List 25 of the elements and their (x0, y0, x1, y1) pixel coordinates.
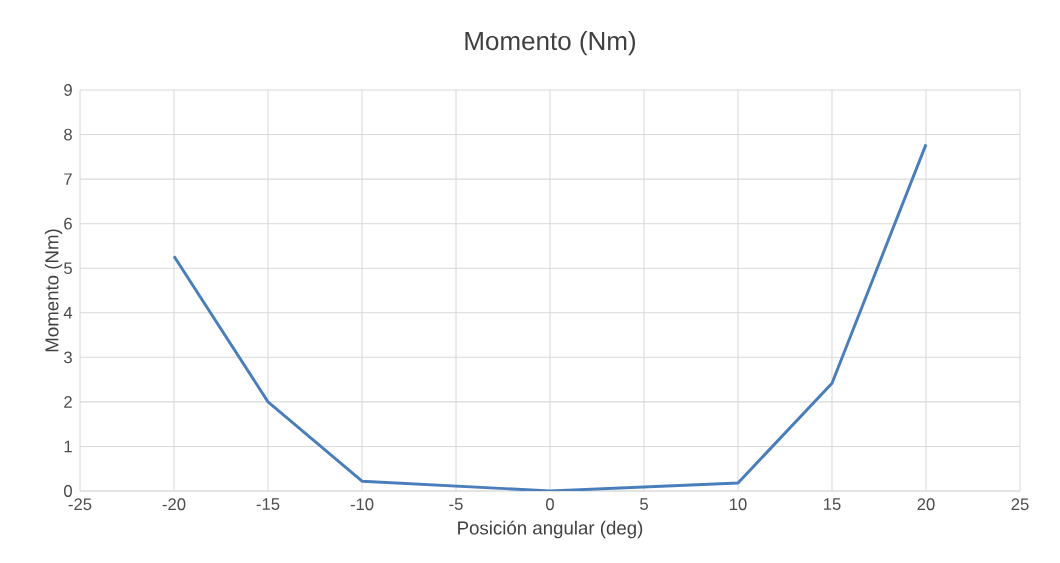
x-tick-label: 0 (546, 498, 554, 511)
y-tick-label: 7 (64, 173, 72, 185)
x-tick-label: -25 (68, 498, 92, 511)
y-tick-label: 1 (64, 440, 72, 453)
x-tick-label: -15 (256, 498, 280, 510)
x-tick-label: -10 (350, 498, 374, 511)
y-tick-label: 6 (64, 217, 72, 230)
line-series (172, 142, 928, 491)
x-tick-label: 25 (1011, 498, 1029, 511)
y-axis-title: Momento (Nm) (44, 229, 63, 352)
y-tick-label: 8 (64, 128, 72, 141)
y-tick-label: 5 (64, 262, 72, 275)
x-tick-label: -20 (162, 498, 186, 511)
x-axis-title: Posición angular (deg) (458, 520, 643, 539)
y-tick-label: 2 (64, 396, 72, 408)
chart-title: Momento (Nm) (465, 31, 636, 56)
y-tick-label: 0 (64, 485, 72, 497)
y-tick-label: 9 (64, 84, 72, 96)
x-tick-label: 15 (824, 498, 841, 510)
x-tick-label: -5 (449, 498, 463, 510)
y-tick-label: 3 (63, 351, 72, 364)
x-tick-label: 5 (640, 498, 648, 510)
y-tick-label: 4 (63, 307, 73, 319)
x-tick-label: 20 (917, 498, 935, 511)
x-tick-label: 10 (730, 498, 747, 511)
